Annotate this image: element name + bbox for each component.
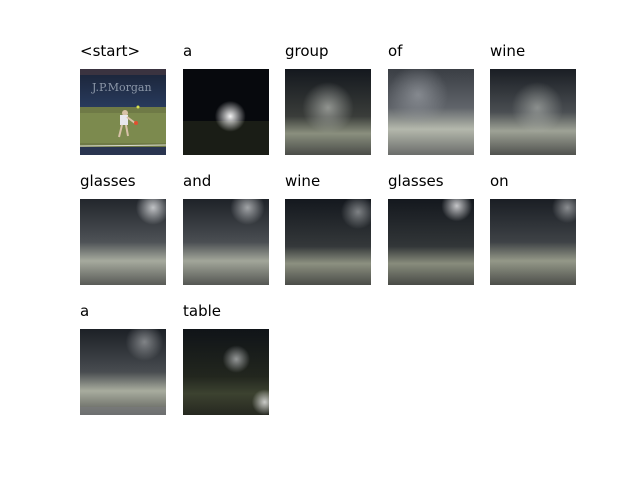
attention-heatmap xyxy=(183,199,269,285)
attention-heatmap xyxy=(490,199,576,285)
attention-heatmap xyxy=(183,69,269,155)
word-label: and xyxy=(183,172,212,190)
attention-heatmap xyxy=(285,69,371,155)
word-label: table xyxy=(183,302,221,320)
attention-heatmap xyxy=(80,199,166,285)
attention-image-original: J.P.Morgan xyxy=(80,69,166,155)
word-label: <start> xyxy=(80,42,141,60)
word-label: wine xyxy=(285,172,321,190)
word-label: a xyxy=(183,42,193,60)
attention-heatmap xyxy=(80,329,166,415)
word-label: on xyxy=(490,172,509,190)
word-label: group xyxy=(285,42,329,60)
word-label: a xyxy=(80,302,90,320)
attention-heatmap xyxy=(388,199,474,285)
attention-heatmap xyxy=(388,69,474,155)
attention-heatmap xyxy=(285,199,371,285)
word-label: glasses xyxy=(388,172,444,190)
attention-heatmap xyxy=(183,329,269,415)
watermark-text: J.P.Morgan xyxy=(91,81,152,94)
attention-heatmap xyxy=(490,69,576,155)
word-label: of xyxy=(388,42,403,60)
word-label: wine xyxy=(490,42,526,60)
word-label: glasses xyxy=(80,172,136,190)
